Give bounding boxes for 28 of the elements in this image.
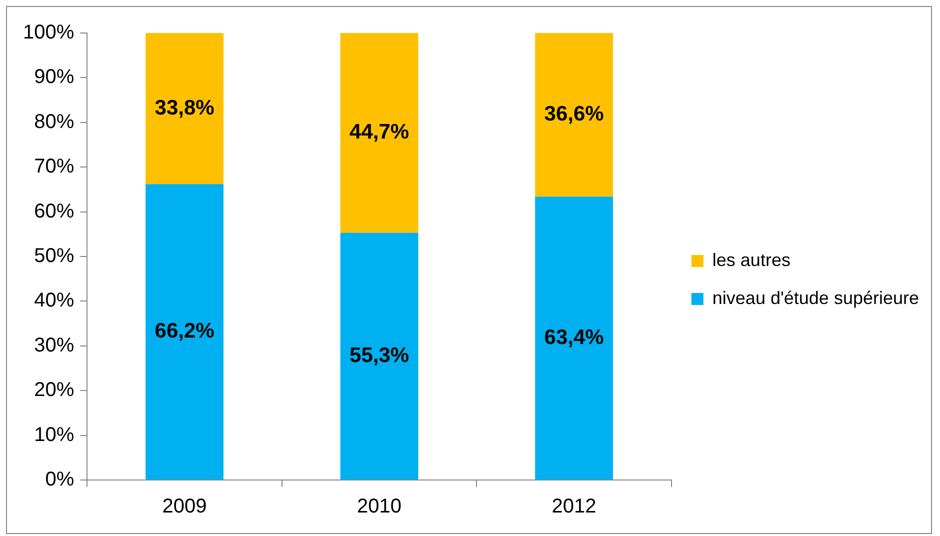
bar [340, 232, 418, 480]
bar [146, 33, 224, 184]
bar [146, 184, 224, 480]
y-tick-label: 30% [34, 334, 74, 356]
data-label: 36,6% [544, 102, 604, 126]
y-tick-label: 100% [22, 22, 74, 44]
y-tick-label: 90% [34, 66, 74, 88]
y-tick-label: 20% [34, 379, 74, 402]
y-tick-label: 80% [34, 110, 74, 133]
y-tick-label: 60% [34, 200, 74, 222]
bar [535, 196, 613, 480]
data-label: 33,8% [154, 96, 215, 120]
data-label: 63,4% [544, 326, 604, 349]
y-tick-label: 50% [34, 245, 74, 268]
x-tick-label: 2009 [162, 496, 207, 518]
bar [340, 33, 418, 233]
x-tick-label: 2012 [552, 496, 596, 518]
legend-label: les autres [712, 250, 790, 270]
bar [535, 33, 613, 197]
y-tick-label: 10% [34, 424, 74, 446]
y-tick-label: 0% [45, 468, 74, 491]
x-tick-label: 2010 [357, 496, 402, 518]
y-tick-label: 40% [34, 290, 74, 312]
y-tick-label: 70% [34, 156, 74, 178]
data-label: 44,7% [350, 120, 410, 144]
data-label: 66,2% [154, 320, 215, 343]
legend-label: niveau d'étude supérieure [712, 288, 920, 308]
data-label: 55,3% [350, 344, 410, 367]
